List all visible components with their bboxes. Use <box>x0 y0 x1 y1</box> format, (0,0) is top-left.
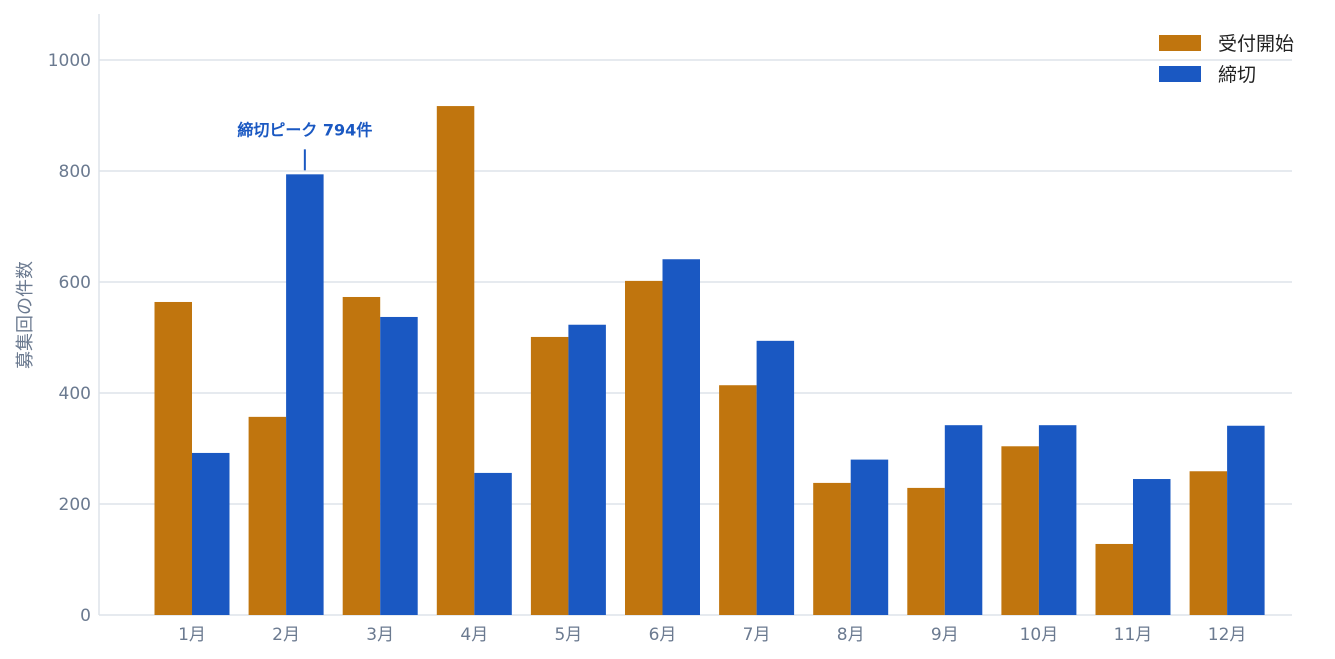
x-tick-label: 3月 <box>366 625 394 645</box>
bars <box>154 106 1265 615</box>
bar-uketsuke <box>1001 446 1039 615</box>
x-tick-label: 5月 <box>554 625 582 645</box>
bar-shimekiri <box>380 316 418 615</box>
legend-label: 受付開始 <box>1218 33 1294 55</box>
legend-swatch <box>1159 35 1201 51</box>
bar-uketsuke <box>530 336 569 615</box>
x-tick-label: 8月 <box>837 625 865 645</box>
legend-swatch <box>1159 66 1201 82</box>
bar-shimekiri <box>286 174 324 615</box>
bar-shimekiri <box>568 324 606 615</box>
x-tick-labels: 1月 2月 3月 4月 5月 6月 7月 8月 9月 10月 11月 12月 <box>178 625 1246 645</box>
x-tick-label: 10月 <box>1020 625 1059 645</box>
bar-uketsuke <box>1095 543 1133 615</box>
bar-uketsuke <box>907 487 945 615</box>
bar-uketsuke <box>154 301 192 615</box>
bar-uketsuke <box>625 280 663 615</box>
bar-shimekiri <box>756 340 795 615</box>
bar-shimekiri <box>192 452 230 615</box>
y-axis-title: 募集回の件数 <box>15 261 36 369</box>
bar-shimekiri <box>850 459 889 615</box>
bar-uketsuke <box>813 482 851 615</box>
y-tick-label: 600 <box>59 273 91 293</box>
legend-label: 締切 <box>1218 64 1256 86</box>
x-tick-label: 6月 <box>649 625 677 645</box>
annotation-label: 締切ピーク 794件 <box>237 120 372 139</box>
bar-shimekiri <box>944 425 983 615</box>
y-tick-label: 200 <box>59 495 91 515</box>
y-tick-labels: 0 200 400 600 800 1000 <box>48 51 91 626</box>
x-tick-label: 11月 <box>1114 625 1153 645</box>
bar-uketsuke <box>719 385 757 615</box>
x-tick-label: 1月 <box>178 625 206 645</box>
bar-shimekiri <box>1133 479 1171 615</box>
annotation: 締切ピーク 794件 <box>237 120 372 171</box>
bar-uketsuke <box>342 296 381 615</box>
bar-uketsuke <box>248 416 287 615</box>
y-tick-label: 400 <box>59 384 91 404</box>
bar-uketsuke <box>1189 471 1228 615</box>
x-tick-label: 12月 <box>1208 625 1247 645</box>
x-tick-label: 4月 <box>460 625 488 645</box>
bar-shimekiri <box>1038 425 1077 615</box>
y-tick-label: 800 <box>59 162 91 182</box>
x-tick-label: 2月 <box>272 625 300 645</box>
bar-shimekiri <box>662 259 700 615</box>
bar-uketsuke <box>436 106 475 615</box>
bar-shimekiri <box>474 472 512 615</box>
x-tick-label: 9月 <box>931 625 959 645</box>
x-tick-label: 7月 <box>743 625 771 645</box>
y-tick-label: 1000 <box>48 51 91 71</box>
y-tick-label: 0 <box>80 606 91 626</box>
bar-shimekiri <box>1227 425 1265 615</box>
